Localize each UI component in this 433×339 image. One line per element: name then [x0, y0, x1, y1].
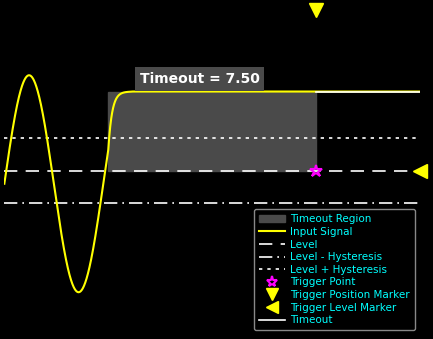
Text: Timeout = 7.50: Timeout = 7.50 — [140, 72, 260, 86]
Legend: Timeout Region, Input Signal, Level, Level - Hysteresis, Level + Hysteresis, Tri: Timeout Region, Input Signal, Level, Lev… — [253, 209, 415, 331]
Bar — [108, 92, 316, 171]
